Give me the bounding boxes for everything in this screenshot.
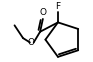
Text: O: O [39,8,46,17]
Text: O: O [27,38,34,47]
Text: F: F [55,2,61,11]
